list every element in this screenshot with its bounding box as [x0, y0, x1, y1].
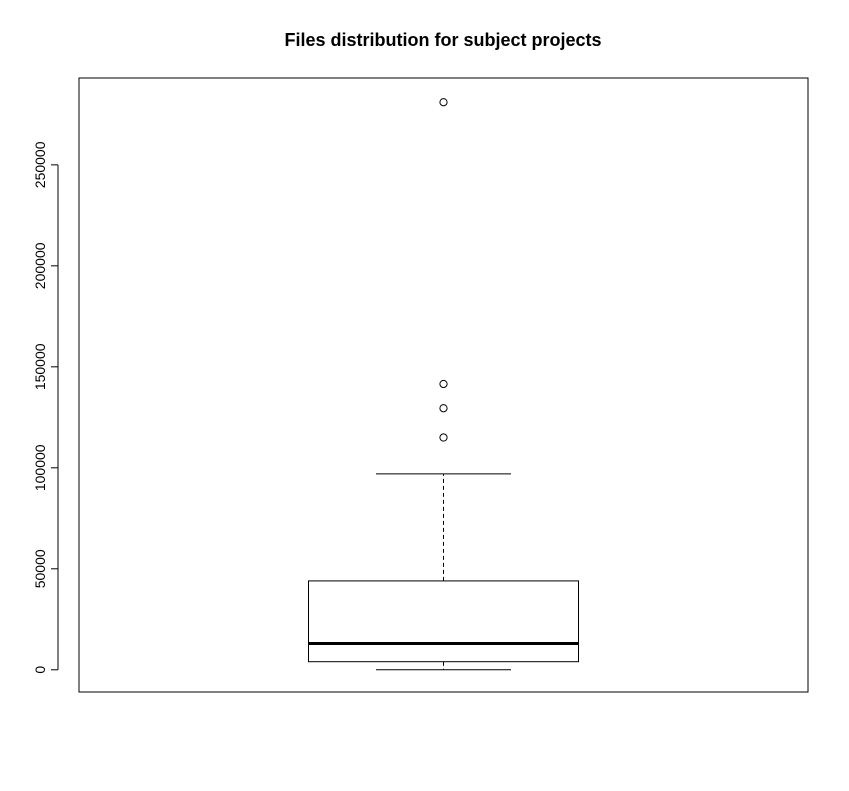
outlier-point — [439, 404, 448, 413]
plot-frame — [78, 77, 809, 693]
y-tick-label: 150000 — [32, 343, 48, 390]
y-tick-label: 250000 — [32, 141, 48, 188]
chart-title: Files distribution for subject projects — [284, 30, 601, 50]
outlier-point — [439, 379, 448, 389]
iqr-box — [308, 580, 579, 663]
y-axis: 0 50000 100000 150000 200000 250000 — [32, 141, 59, 674]
y-tick-label: 0 — [32, 666, 48, 674]
outlier-point — [439, 98, 448, 107]
y-tick-label: 200000 — [32, 242, 48, 289]
y-tick-label: 50000 — [32, 549, 48, 588]
outlier-point — [439, 433, 448, 442]
y-tick-label: 100000 — [32, 444, 48, 491]
box-plot — [308, 98, 579, 671]
